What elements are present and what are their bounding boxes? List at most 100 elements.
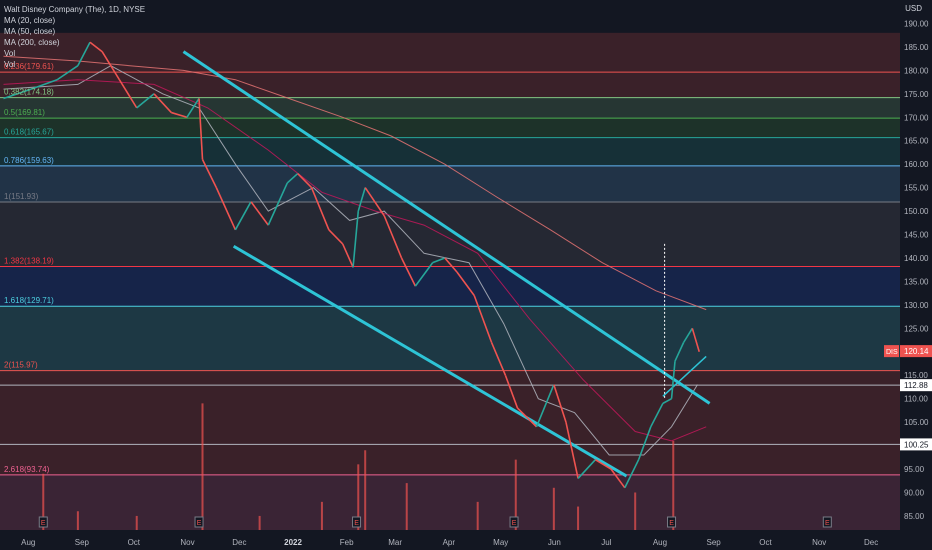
earnings-label: E xyxy=(197,520,202,527)
price-tick: 95.00 xyxy=(904,465,925,474)
price-segment xyxy=(490,342,507,376)
price-tick: 155.00 xyxy=(904,184,929,193)
currency-label: USD xyxy=(905,4,922,13)
price-segment xyxy=(310,187,330,231)
price-tick: 125.00 xyxy=(904,324,929,333)
ma200-legend[interactable]: MA (200, close) xyxy=(4,38,60,47)
ma-line xyxy=(3,79,707,442)
earnings-label: E xyxy=(41,520,46,527)
time-tick: Dec xyxy=(232,538,246,547)
fib-band xyxy=(0,97,900,119)
time-tick: Oct xyxy=(759,538,772,547)
price-segment xyxy=(414,262,434,287)
price-segment xyxy=(400,257,417,287)
price-tick: 115.00 xyxy=(904,371,928,380)
price-tick: 135.00 xyxy=(904,277,929,286)
fib-label: 1.382(138.19) xyxy=(4,256,54,265)
moving-averages xyxy=(3,55,707,456)
price-tick: 105.00 xyxy=(904,418,929,427)
volume-bar xyxy=(364,450,367,530)
time-axis-bg xyxy=(0,530,932,550)
fib-label: 2.618(93.74) xyxy=(4,465,50,474)
price-segment xyxy=(30,78,58,90)
volume-bar xyxy=(672,440,675,530)
price-segment xyxy=(297,172,313,189)
fib-label: 1.618(129.71) xyxy=(4,296,54,305)
volume-bar xyxy=(320,501,323,530)
price-tick: 180.00 xyxy=(904,66,929,75)
fib-lines xyxy=(0,71,900,476)
price-segment xyxy=(516,407,538,428)
channel-line xyxy=(662,355,707,397)
price-segment xyxy=(352,210,360,268)
fib-labels: 0.236(179.61) 0.382(174.18) 0.5(169.81) 0.6… xyxy=(4,62,54,474)
volume-bar xyxy=(201,403,204,530)
price-segment xyxy=(171,111,188,119)
price-axis: 190.00 185.00 180.00 175.00 170.00 165.00 160.… xyxy=(884,0,932,550)
price-segment xyxy=(77,41,91,67)
price-segment xyxy=(118,79,138,109)
earnings-label: E xyxy=(512,520,517,527)
price-label: 112.88 xyxy=(904,381,928,390)
fib-label: 0.5(169.81) xyxy=(4,108,45,117)
earnings-marker xyxy=(352,516,362,528)
price-label-bg xyxy=(900,345,932,358)
price-segment xyxy=(577,459,596,479)
price-segment xyxy=(201,159,218,188)
fib-label: 0.236(179.61) xyxy=(4,62,54,71)
time-tick: Dec xyxy=(864,538,878,547)
channel-lines xyxy=(182,50,711,478)
price-tick: 150.00 xyxy=(904,207,929,216)
vol-legend-2[interactable]: Vol xyxy=(4,60,16,69)
price-segment xyxy=(650,402,664,428)
fib-band xyxy=(0,370,900,475)
price-segment xyxy=(691,328,700,352)
price-label: 100.25 xyxy=(904,440,929,449)
ma20-legend[interactable]: MA (20, close) xyxy=(4,16,56,25)
price-segment xyxy=(456,271,475,296)
price-segment xyxy=(432,257,446,264)
price-segment xyxy=(250,201,269,226)
price-segment xyxy=(267,182,289,226)
time-tick: Oct xyxy=(128,538,141,547)
price-segment xyxy=(504,374,519,409)
price-tick: 140.00 xyxy=(904,254,929,263)
price-tick: 175.00 xyxy=(904,90,929,99)
price-segment xyxy=(198,98,204,160)
price-segment xyxy=(328,229,344,245)
price-segment xyxy=(56,65,79,81)
earnings-marker xyxy=(509,516,519,528)
vol-legend[interactable]: Vol xyxy=(4,49,16,58)
time-tick: Apr xyxy=(443,538,456,547)
symbol-title[interactable]: Walt Disney Company (The), 1D, NYSE xyxy=(4,5,146,14)
time-axis: Aug Sep Oct Nov Dec 2022 Feb Mar Apr May Jun Jul Aug… xyxy=(0,530,932,550)
fib-label: 0.786(159.63) xyxy=(4,156,54,165)
price-segment xyxy=(565,421,579,479)
time-tick: Jun xyxy=(548,538,561,547)
fib-band xyxy=(0,32,900,73)
volume-bar xyxy=(552,487,555,530)
earnings-marker xyxy=(194,516,204,528)
fib-band xyxy=(0,266,900,307)
price-segment xyxy=(341,243,354,268)
price-segment xyxy=(136,93,155,109)
time-tick: Aug xyxy=(653,538,667,547)
volume-bar xyxy=(135,515,138,530)
earnings-label: E xyxy=(354,520,359,527)
price-tick: 160.00 xyxy=(904,160,929,169)
price-label: 120.14 xyxy=(904,347,929,356)
ma50-legend[interactable]: MA (50, close) xyxy=(4,27,56,36)
price-segment xyxy=(682,327,693,343)
fib-band xyxy=(0,165,900,203)
earnings-label: E xyxy=(825,520,830,527)
price-segment xyxy=(89,41,103,53)
price-segment xyxy=(610,468,626,489)
price-tick: 185.00 xyxy=(904,43,929,52)
price-tick: 165.00 xyxy=(904,137,929,146)
fib-label: 0.618(165.67) xyxy=(4,128,54,137)
time-tick: Mar xyxy=(388,538,402,547)
